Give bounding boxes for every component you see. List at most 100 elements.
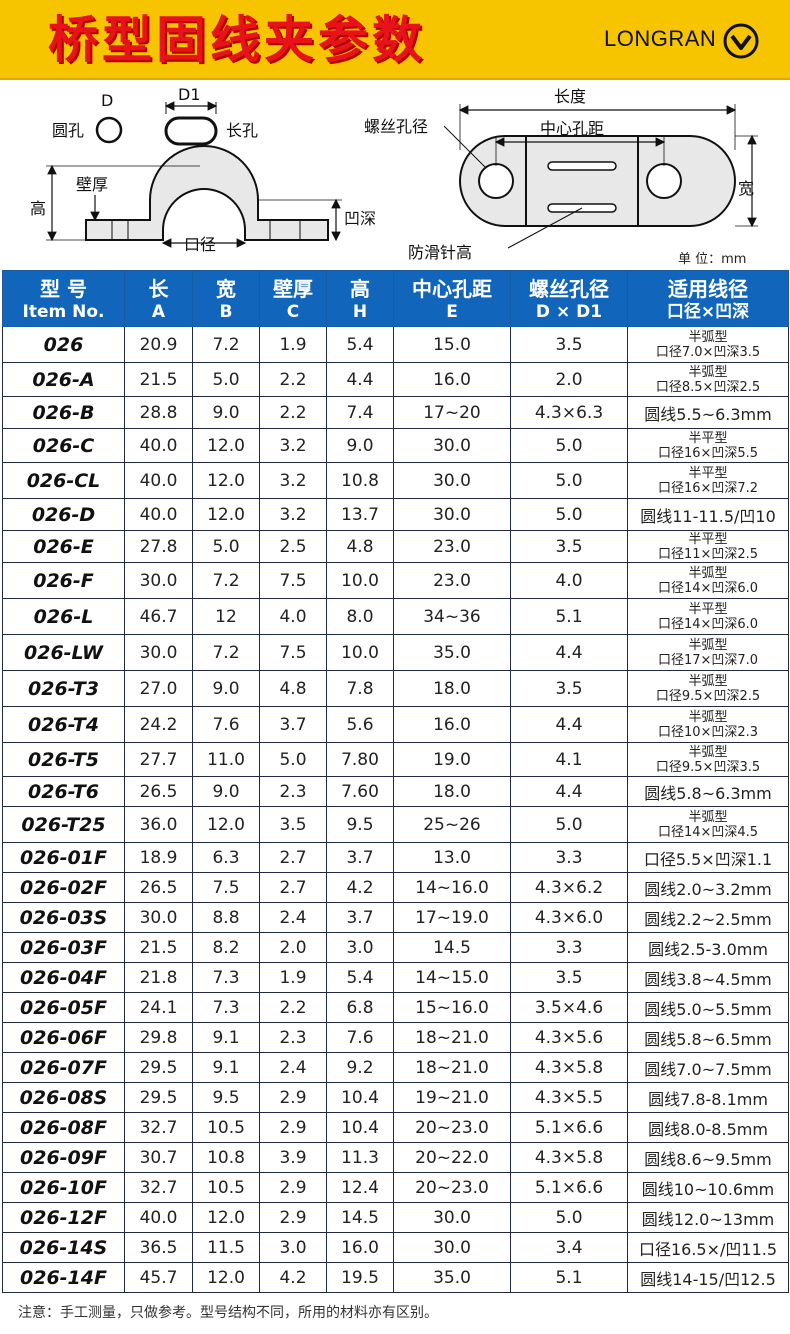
width-cell: 9.5	[192, 1082, 260, 1113]
page-title: 桥型固线夹参数	[48, 11, 426, 69]
wire-fit-cell: 圆线2.5-3.0mm	[627, 932, 789, 963]
wire-fit-type: 半弧型	[688, 709, 728, 725]
center-distance-cell: 23.0	[393, 530, 511, 563]
anti-slip-height-label: 防滑针高	[408, 243, 473, 262]
wall-cell: 3.2	[259, 428, 327, 463]
screw-hole-cell: 4.4	[510, 634, 628, 671]
width-cell: 5.0	[192, 530, 260, 563]
length-cell: 21.5	[124, 932, 193, 963]
wall-cell: 2.0	[259, 932, 327, 963]
wire-fit-cell: 圆线5.8~6.5mm	[627, 1022, 789, 1053]
center-distance-cell: 30.0	[393, 462, 511, 499]
height-cell: 3.0	[326, 932, 394, 963]
center-distance-cell: 15.0	[393, 326, 511, 363]
model-cell: 026	[2, 326, 125, 363]
wall-cell: 3.2	[259, 462, 327, 499]
wall-thickness-label: 壁厚	[76, 175, 109, 194]
length-cell: 29.5	[124, 1052, 193, 1083]
table-row: 026-02F 26.5 7.5 2.7 4.2 14~16.0 4.3×6.2 圆线2.0~…	[2, 872, 789, 903]
height-cell: 4.8	[326, 530, 394, 563]
wall-cell: 2.3	[259, 776, 327, 807]
wire-fit-cell: 口径5.5×凹深1.1	[627, 842, 789, 873]
length-cell: 29.8	[124, 1022, 193, 1053]
wire-fit-cell: 圆线5.5~6.3mm	[627, 396, 789, 429]
screw-hole-cell: 3.5	[510, 670, 628, 707]
length-cell: 40.0	[124, 498, 193, 531]
wire-fit-cell: 半平型 口径16×凹深5.5	[627, 428, 789, 463]
wire-fit-cell: 圆线8.6~9.5mm	[627, 1142, 789, 1173]
screw-hole-cell: 4.3×5.8	[510, 1052, 628, 1083]
width-cell: 9.0	[192, 396, 260, 429]
length-cell: 27.0	[124, 670, 193, 707]
length-cell: 29.5	[124, 1082, 193, 1113]
height-cell: 3.7	[326, 842, 394, 873]
screw-hole-cell: 4.1	[510, 742, 628, 777]
width-cell: 7.2	[192, 634, 260, 671]
height-cell: 10.4	[326, 1112, 394, 1143]
footnote: 注意：手工测量，只做参考。型号结构不同，所用的材料亦有区别。	[18, 1305, 438, 1321]
height-cell: 6.8	[326, 992, 394, 1023]
wall-cell: 2.9	[259, 1202, 327, 1233]
height-cell: 13.7	[326, 498, 394, 531]
groove-depth-label: 凹深	[344, 209, 377, 228]
length-cell: 32.7	[124, 1112, 193, 1143]
column-header: 适用线径 口径×凹深	[627, 270, 789, 327]
table-row: 026-05F 24.1 7.3 2.2 6.8 15~16.0 3.5×4.6 圆线5.0~…	[2, 992, 789, 1023]
wire-fit-cell: 圆线8.0-8.5mm	[627, 1112, 789, 1143]
width-cell: 12.0	[192, 498, 260, 531]
wall-cell: 7.5	[259, 634, 327, 671]
height-cell: 7.60	[326, 776, 394, 807]
width-cell: 11.0	[192, 742, 260, 777]
table-row: 026-A 21.5 5.0 2.2 4.4 16.0 2.0 半弧型 口径8.5×凹深2.5	[2, 362, 789, 397]
height-cell: 7.6	[326, 1022, 394, 1053]
height-cell: 8.0	[326, 598, 394, 635]
width-cell: 10.8	[192, 1142, 260, 1173]
length-cell: 21.5	[124, 362, 193, 397]
model-cell: 026-12F	[2, 1202, 125, 1233]
wire-fit-cell: 半弧型 口径7.0×凹深3.5	[627, 326, 789, 363]
height-cell: 10.4	[326, 1082, 394, 1113]
column-header-title: 螺丝孔径	[529, 276, 609, 301]
dimension-diagram: D 圆孔 D1 长孔 壁厚 高 凹深 口径 长度 螺丝孔径 中心孔距 宽 防滑针…	[0, 80, 790, 270]
wire-fit-cell: 半弧型 口径14×凹深6.0	[627, 562, 789, 599]
column-header-title: 宽	[216, 276, 236, 301]
length-cell: 30.7	[124, 1142, 193, 1173]
center-distance-cell: 13.0	[393, 842, 511, 873]
model-cell: 026-03S	[2, 902, 125, 933]
center-distance-cell: 14.5	[393, 932, 511, 963]
wire-fit-cell: 圆线2.0~3.2mm	[627, 872, 789, 903]
wire-fit-size: 口径10×凹深2.3	[657, 724, 759, 740]
height-cell: 11.3	[326, 1142, 394, 1173]
wire-fit-cell: 半弧型 口径14×凹深4.5	[627, 806, 789, 843]
height-cell: 4.2	[326, 872, 394, 903]
wire-fit-size: 口径14×凹深6.0	[657, 616, 759, 632]
spec-table: 型 号 Item No. 长 A 宽 B 壁厚 C 高 H 中心孔距 E 螺丝孔径 D × D1 适用线径口…	[2, 270, 789, 1293]
model-cell: 026-T3	[2, 670, 125, 707]
wire-fit-cell: 圆线3.8~4.5mm	[627, 962, 789, 993]
wall-cell: 1.9	[259, 326, 327, 363]
center-distance-cell: 14~16.0	[393, 872, 511, 903]
height-cell: 3.7	[326, 902, 394, 933]
wire-fit-size: 口径14×凹深6.0	[657, 580, 759, 596]
width-cell: 7.3	[192, 962, 260, 993]
column-header-title: 型 号	[40, 276, 87, 301]
width-cell: 9.0	[192, 670, 260, 707]
width-cell: 12.0	[192, 1202, 260, 1233]
table-row: 026-B 28.8 9.0 2.2 7.4 17~20 4.3×6.3 圆线5.5~6.3m…	[2, 396, 789, 429]
wire-fit-cell: 半平型 口径14×凹深6.0	[627, 598, 789, 635]
screw-hole-cell: 3.3	[510, 842, 628, 873]
table-row: 026 20.9 7.2 1.9 5.4 15.0 3.5 半弧型 口径7.0×凹深3.5	[2, 326, 789, 363]
height-cell: 7.8	[326, 670, 394, 707]
length-cell: 26.5	[124, 872, 193, 903]
center-distance-cell: 17~20	[393, 396, 511, 429]
length-cell: 40.0	[124, 462, 193, 499]
wall-cell: 2.9	[259, 1112, 327, 1143]
screw-hole-cell: 4.4	[510, 776, 628, 807]
height-cell: 7.4	[326, 396, 394, 429]
height-cell: 5.4	[326, 326, 394, 363]
width-cell: 12.0	[192, 1262, 260, 1293]
wall-cell: 2.2	[259, 992, 327, 1023]
wall-cell: 3.5	[259, 806, 327, 843]
wall-cell: 3.9	[259, 1142, 327, 1173]
